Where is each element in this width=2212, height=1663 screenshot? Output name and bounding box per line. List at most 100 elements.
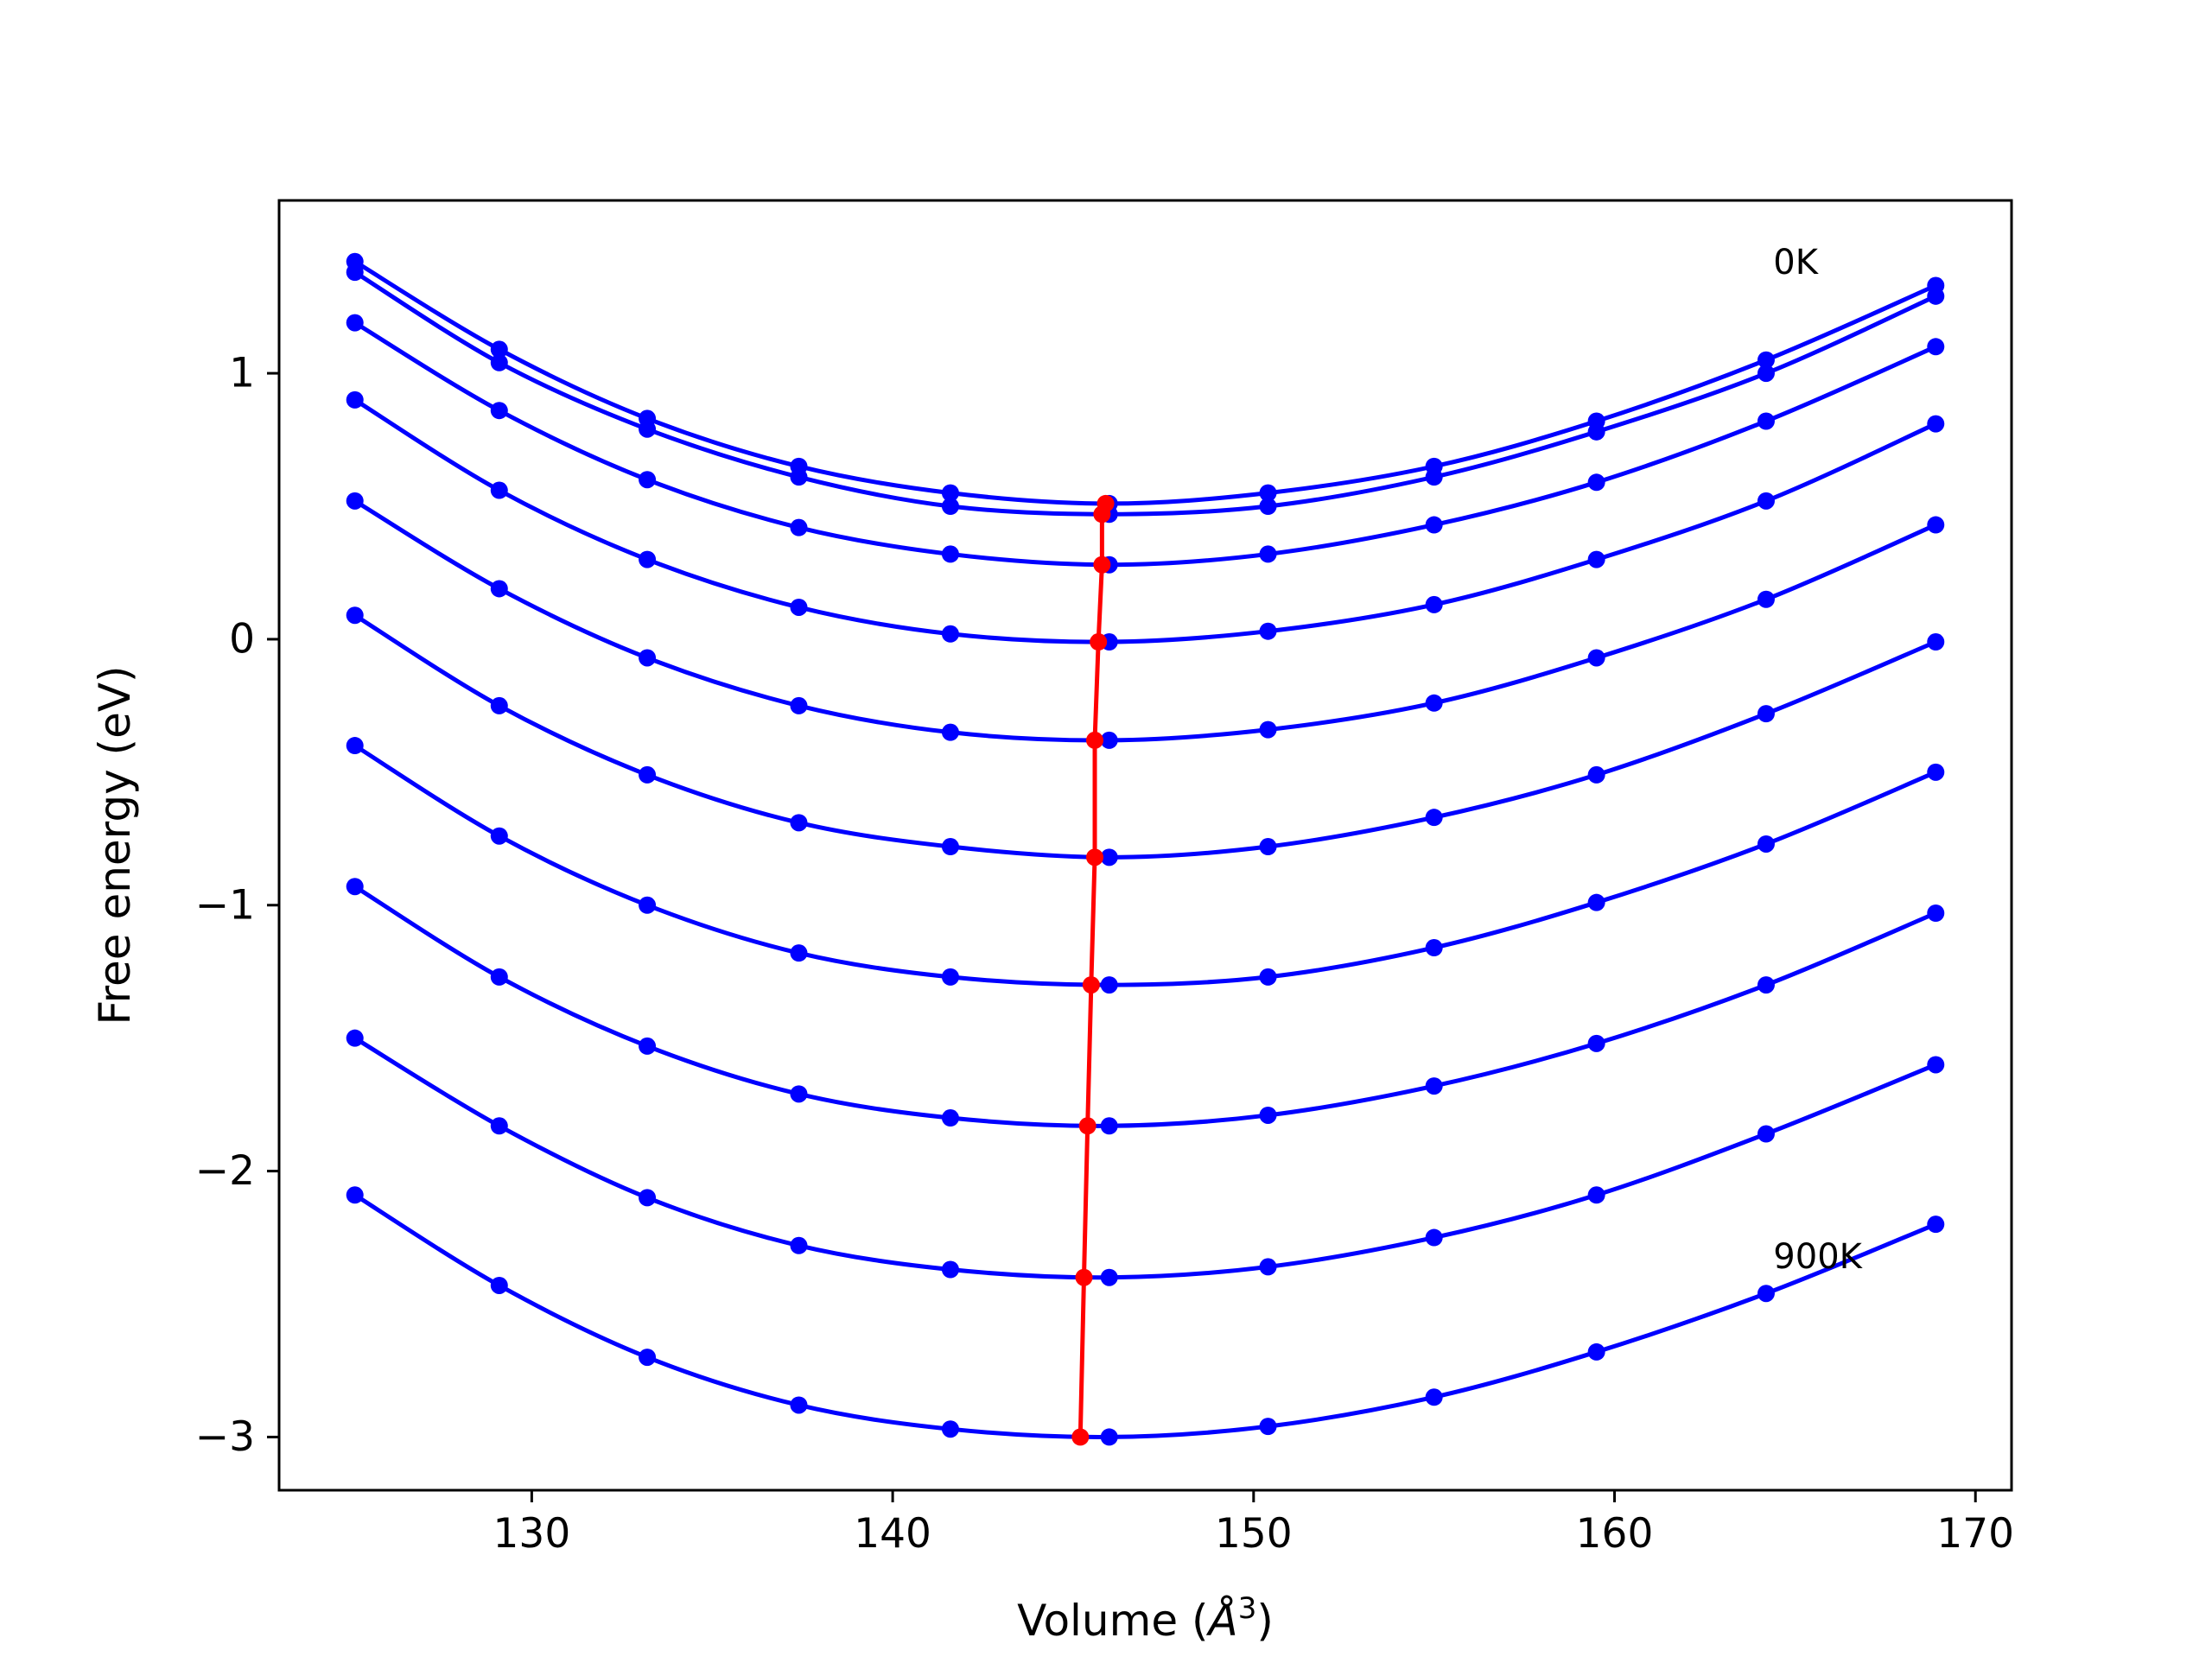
data-point	[1927, 287, 1945, 305]
annotation-label: 0K	[1773, 243, 1819, 282]
data-point	[790, 1236, 808, 1254]
data-point	[1425, 694, 1443, 712]
data-point	[490, 1117, 508, 1135]
minimum-point	[1086, 848, 1104, 866]
data-point	[1259, 484, 1277, 502]
minimum-point	[1090, 633, 1108, 651]
data-point	[1259, 498, 1277, 516]
data-point	[1587, 765, 1605, 784]
data-point	[790, 468, 808, 486]
data-point	[1425, 809, 1443, 827]
series-9	[346, 1029, 1945, 1286]
data-point	[941, 498, 959, 516]
x-axis-label-superscript: 3	[1238, 1591, 1257, 1626]
data-point	[346, 1029, 364, 1047]
data-point	[346, 314, 364, 332]
data-point	[1927, 763, 1945, 781]
x-tick-label: 150	[1215, 1510, 1293, 1558]
data-point	[1757, 705, 1775, 723]
data-point	[1425, 1388, 1443, 1406]
series-5	[346, 492, 1945, 749]
series-4	[346, 390, 1945, 651]
data-point	[790, 518, 808, 536]
data-point	[1425, 468, 1443, 486]
data-point	[639, 471, 657, 489]
data-point	[1100, 1117, 1118, 1135]
data-point	[1757, 1285, 1775, 1303]
data-point	[941, 838, 959, 856]
data-point	[1587, 1342, 1605, 1361]
data-point	[1927, 338, 1945, 356]
data-point	[790, 1085, 808, 1103]
series-10	[346, 1186, 1945, 1446]
x-axis-label-symbol: Å	[1206, 1596, 1238, 1646]
data-point	[1259, 1418, 1277, 1436]
data-point	[1100, 1268, 1118, 1286]
data-point	[790, 814, 808, 832]
data-point	[1100, 848, 1118, 866]
data-point	[1587, 1034, 1605, 1052]
data-point	[1757, 590, 1775, 608]
x-axis-label: Volume (Å3)	[1017, 1591, 1274, 1646]
data-point	[1757, 365, 1775, 383]
data-point	[790, 598, 808, 616]
minimum-line-layer	[1071, 494, 1115, 1446]
data-point	[1425, 1228, 1443, 1247]
data-point	[941, 1420, 959, 1438]
x-tick-label: 140	[854, 1510, 931, 1558]
data-point	[346, 390, 364, 409]
data-point	[1587, 422, 1605, 441]
y-tick-label: −3	[195, 1413, 255, 1461]
y-tick-label: 0	[229, 615, 255, 663]
data-point	[941, 1260, 959, 1279]
data-point	[490, 481, 508, 499]
y-tick-label: 1	[229, 350, 255, 397]
data-point	[1757, 351, 1775, 369]
x-tick-label: 170	[1936, 1510, 2014, 1558]
data-point	[346, 1186, 364, 1204]
minimum-point	[1086, 731, 1104, 749]
minimum-point	[1093, 555, 1111, 574]
data-point	[346, 492, 364, 510]
data-point	[639, 550, 657, 568]
series-7	[346, 737, 1945, 994]
data-point	[1587, 550, 1605, 568]
data-point	[941, 968, 959, 986]
data-point	[346, 263, 364, 282]
data-point	[1927, 516, 1945, 534]
data-point	[790, 944, 808, 962]
data-point	[1259, 838, 1277, 856]
data-point	[346, 737, 364, 755]
data-point	[639, 1037, 657, 1055]
series-layer	[346, 252, 1945, 1446]
x-axis-ticks: 130 140 150 160 170	[493, 1490, 2014, 1558]
data-point	[1100, 976, 1118, 994]
data-point	[1259, 545, 1277, 563]
data-point	[639, 420, 657, 438]
data-point	[639, 1189, 657, 1207]
series-6	[346, 606, 1945, 866]
data-point	[639, 896, 657, 914]
series-8	[346, 878, 1945, 1135]
data-point	[490, 580, 508, 598]
data-point	[1757, 412, 1775, 430]
y-axis-label: Free energy (eV)	[90, 665, 140, 1025]
data-point	[1100, 1428, 1118, 1446]
x-tick-label: 160	[1576, 1510, 1654, 1558]
minimum-point	[1082, 976, 1100, 994]
data-point	[639, 1349, 657, 1367]
data-point	[490, 696, 508, 714]
data-point	[490, 353, 508, 371]
data-point	[1259, 1106, 1277, 1124]
data-point	[941, 625, 959, 643]
data-point	[490, 968, 508, 986]
data-point	[1100, 731, 1118, 749]
data-point	[490, 1276, 508, 1294]
annotation-label: 900K	[1773, 1237, 1863, 1277]
x-axis-label-main: Volume (	[1017, 1596, 1208, 1646]
data-point	[1259, 622, 1277, 640]
annotation-layer: 0K 900K	[1773, 243, 1863, 1277]
data-point	[1259, 1258, 1277, 1276]
x-tick-label: 130	[493, 1510, 571, 1558]
